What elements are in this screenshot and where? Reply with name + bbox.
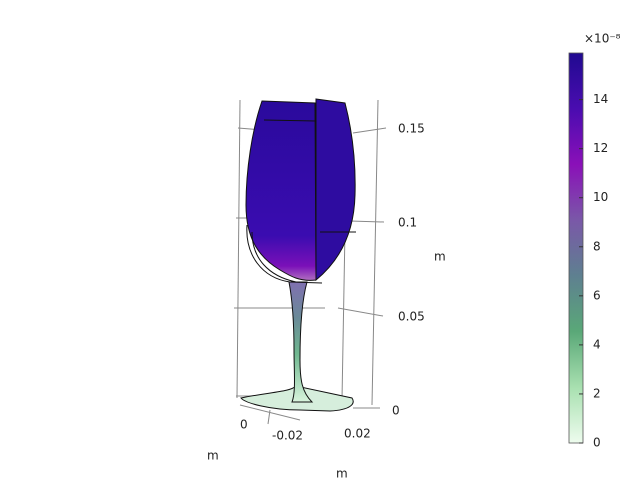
glass [240, 98, 356, 412]
z-tick-label: 0.05 [398, 310, 425, 324]
colorbar-tick-label: 12 [593, 141, 608, 155]
z-tick-label: 0.15 [398, 122, 425, 136]
colorbar-tick-label: 2 [593, 386, 601, 400]
z-tick-label: 0.1 [398, 216, 417, 230]
colorbar-multiplier: ×10⁻⁸ [584, 32, 621, 46]
x-tick-label: -0.02 [272, 429, 303, 443]
x-axis-label: m [207, 449, 219, 463]
colorbar-tick-label: 6 [593, 288, 601, 302]
colorbar-tick-label: 0 [593, 436, 601, 450]
z-axis-label: m [434, 250, 446, 264]
colorbar-tick-label: 14 [593, 92, 608, 106]
colorbar-tick-label: 8 [593, 239, 601, 253]
y-axis-label: m [336, 467, 348, 480]
colorbar-tick-label: 10 [593, 190, 608, 204]
colorbar [568, 52, 584, 444]
box-lines [234, 99, 387, 425]
x-tick-label: 0 [240, 418, 248, 432]
x-tick-label: 0.02 [344, 427, 371, 441]
colorbar-tick-label: 4 [593, 337, 601, 351]
z-tick-label: 0 [392, 404, 400, 418]
